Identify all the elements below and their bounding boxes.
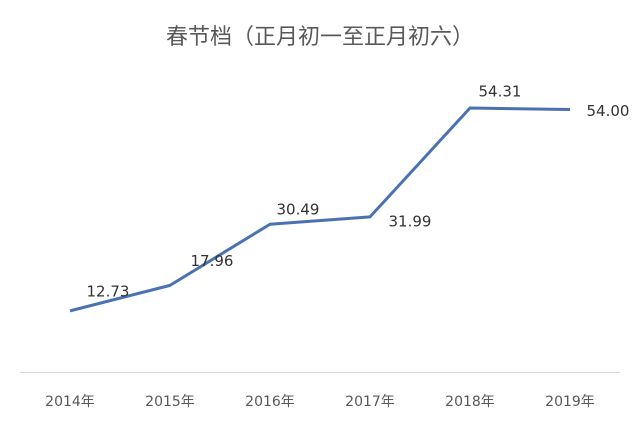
x-tick-label: 2015年 — [145, 394, 195, 410]
line — [69, 106, 571, 313]
data-label: 17.96 — [191, 252, 234, 270]
data-label: 54.31 — [479, 83, 522, 101]
data-label: 12.73 — [87, 282, 130, 300]
chart-title: 春节档（正月初一至正月初六） — [166, 25, 474, 50]
data-label: 30.49 — [277, 201, 320, 219]
x-tick-label: 2019年 — [545, 394, 595, 410]
x-tick-label: 2018年 — [445, 394, 495, 410]
x-tick-label: 2016年 — [245, 394, 295, 410]
x-tick-label: 2017年 — [345, 394, 395, 410]
data-label: 54.00 — [587, 102, 630, 120]
x-tick-label: 2014年 — [45, 394, 95, 410]
data-label: 31.99 — [389, 212, 432, 230]
